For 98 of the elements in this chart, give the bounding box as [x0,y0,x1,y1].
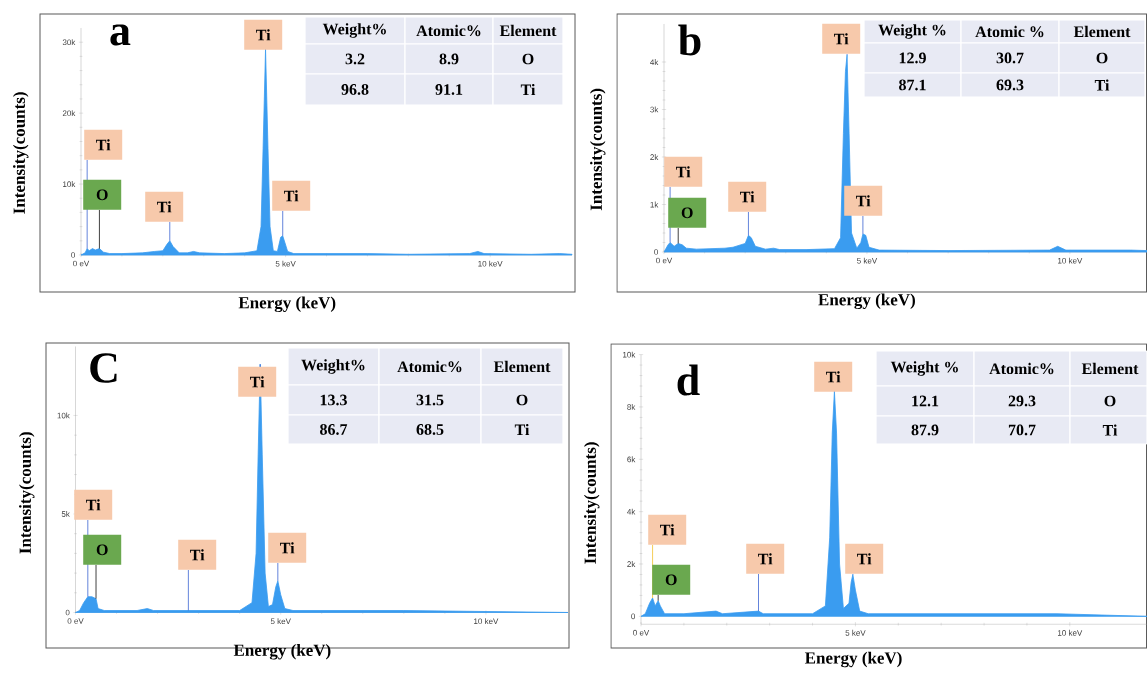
annotation: 91.1 [435,84,463,95]
annotation: Weight% [322,23,386,38]
y-axis-title: Intensity(counts) [19,432,35,554]
annotation: 70.7 [1008,424,1036,436]
annotation: Ti [856,195,871,207]
chart-title: C [90,353,117,383]
annotation: O [96,189,108,201]
x-axis-title: Energy (keV) [233,644,331,660]
x-tick-label: 10 keV [478,260,503,267]
x-tick-label: 0 eV [656,257,673,264]
y-tick-label: 10k [63,181,76,187]
x-tick-label: 10 keV [1057,629,1083,636]
x-tick-label: 0 eV [67,618,84,624]
annotation: 96.8 [341,84,369,95]
x-axis-title: Energy (keV) [818,293,915,310]
y-tick-label: 10k [623,351,636,358]
annotation: O [1104,395,1116,407]
annotation: Ti [660,524,675,536]
x-axis-title: Energy (keV) [804,651,902,668]
y-tick-label: 10k [57,412,70,419]
chart-title: b [678,24,701,56]
y-tick-label: 5k [61,511,70,517]
x-tick-label: 0 eV [633,629,650,636]
y-axis-title: Intensity(counts) [584,442,600,564]
y-tick-label: 6k [627,456,636,463]
annotation: O [516,394,528,406]
annotation: O [522,53,534,65]
annotation: 8.9 [439,53,459,65]
annotation: Ti [256,29,271,41]
x-tick-label: 10 keV [474,618,499,625]
annotation: 68.5 [416,424,444,435]
annotation: Ti [1102,424,1118,436]
annotation: 12.9 [899,52,926,64]
annotation: Ti [826,371,841,383]
annotation: Ti [514,423,530,436]
x-tick-label: 5 keV [857,257,878,264]
x-tick-label: 5 keV [845,629,866,636]
annotation: Atomic% [989,362,1054,375]
annotation: Ti [740,191,755,203]
y-tick-label: 30k [62,39,76,46]
annotation: Ti [676,166,691,178]
y-tick-label: 0 [65,609,70,616]
annotation: Ti [250,376,265,388]
chart-title: d [677,364,700,396]
x-tick-label: 10 keV [1058,257,1083,264]
x-tick-label: 5 keV [275,260,296,267]
annotation: O [681,207,693,219]
y-tick-label: 4k [650,59,659,65]
annotation: Atomic% [397,360,462,373]
chart-title: a [110,24,131,46]
annotation: Ti [280,542,295,554]
annotation: 87.1 [899,79,926,91]
y-tick-label: 1k [650,201,659,208]
annotation: 3.2 [345,53,365,65]
annotation: Weight % [890,361,958,376]
annotation: Ti [857,553,872,565]
y-tick-label: 20k [62,110,76,117]
annotation: Ti [157,201,172,213]
annotation: 13.3 [320,394,347,406]
annotation: Ti [96,139,111,151]
x-tick-label: 5 keV [270,618,291,625]
annotation: 29.3 [1008,395,1036,407]
annotation: 69.3 [996,79,1024,91]
annotation: Ti [284,190,299,202]
annotation: 86.7 [320,424,348,435]
x-axis-title: Energy (keV) [238,296,336,313]
y-tick-label: 4k [627,508,636,515]
annotation: Weight % [878,24,946,39]
annotation: Weight% [301,359,365,374]
y-tick-label: 2k [627,561,636,567]
annotation: 30.7 [996,52,1024,64]
annotation: Ti [1094,79,1110,91]
annotation: 31.5 [416,394,444,406]
annotation: Ti [520,83,536,96]
annotation: Element [493,360,551,373]
annotation: Element [1081,362,1139,375]
annotation: Ti [758,553,773,565]
x-tick-label: 0 eV [73,260,90,267]
y-tick-label: 0 [654,249,659,255]
y-tick-label: 2k [650,154,659,160]
annotation: Ti [86,499,101,511]
annotation: Atomic% [416,24,481,37]
annotation: Element [1073,25,1131,38]
annotation: O [96,544,108,556]
y-tick-label: 0 [71,252,76,258]
annotation: Ti [190,549,205,561]
y-axis-title: Intensity(counts) [590,88,606,211]
annotation: Ti [834,33,849,45]
annotation: Element [499,24,557,37]
annotation: 12.1 [912,395,939,407]
annotation: 87.9 [911,424,939,436]
annotation: O [1096,52,1108,64]
y-axis-title: Intensity(counts) [13,92,29,214]
y-tick-label: 0 [631,613,636,620]
y-tick-label: 3k [650,106,659,113]
annotation: Atomic % [975,25,1044,38]
annotation: O [665,574,677,586]
y-tick-label: 8k [627,404,636,410]
